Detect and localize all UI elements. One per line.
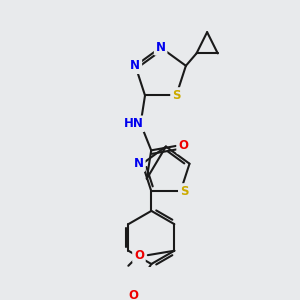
Text: S: S [180,185,188,198]
Text: S: S [172,89,181,102]
Text: O: O [178,140,188,152]
Text: N: N [156,41,166,54]
Text: O: O [129,290,139,300]
Text: O: O [134,249,144,262]
Text: HN: HN [124,117,143,130]
Text: N: N [134,157,144,170]
Text: N: N [130,59,140,72]
